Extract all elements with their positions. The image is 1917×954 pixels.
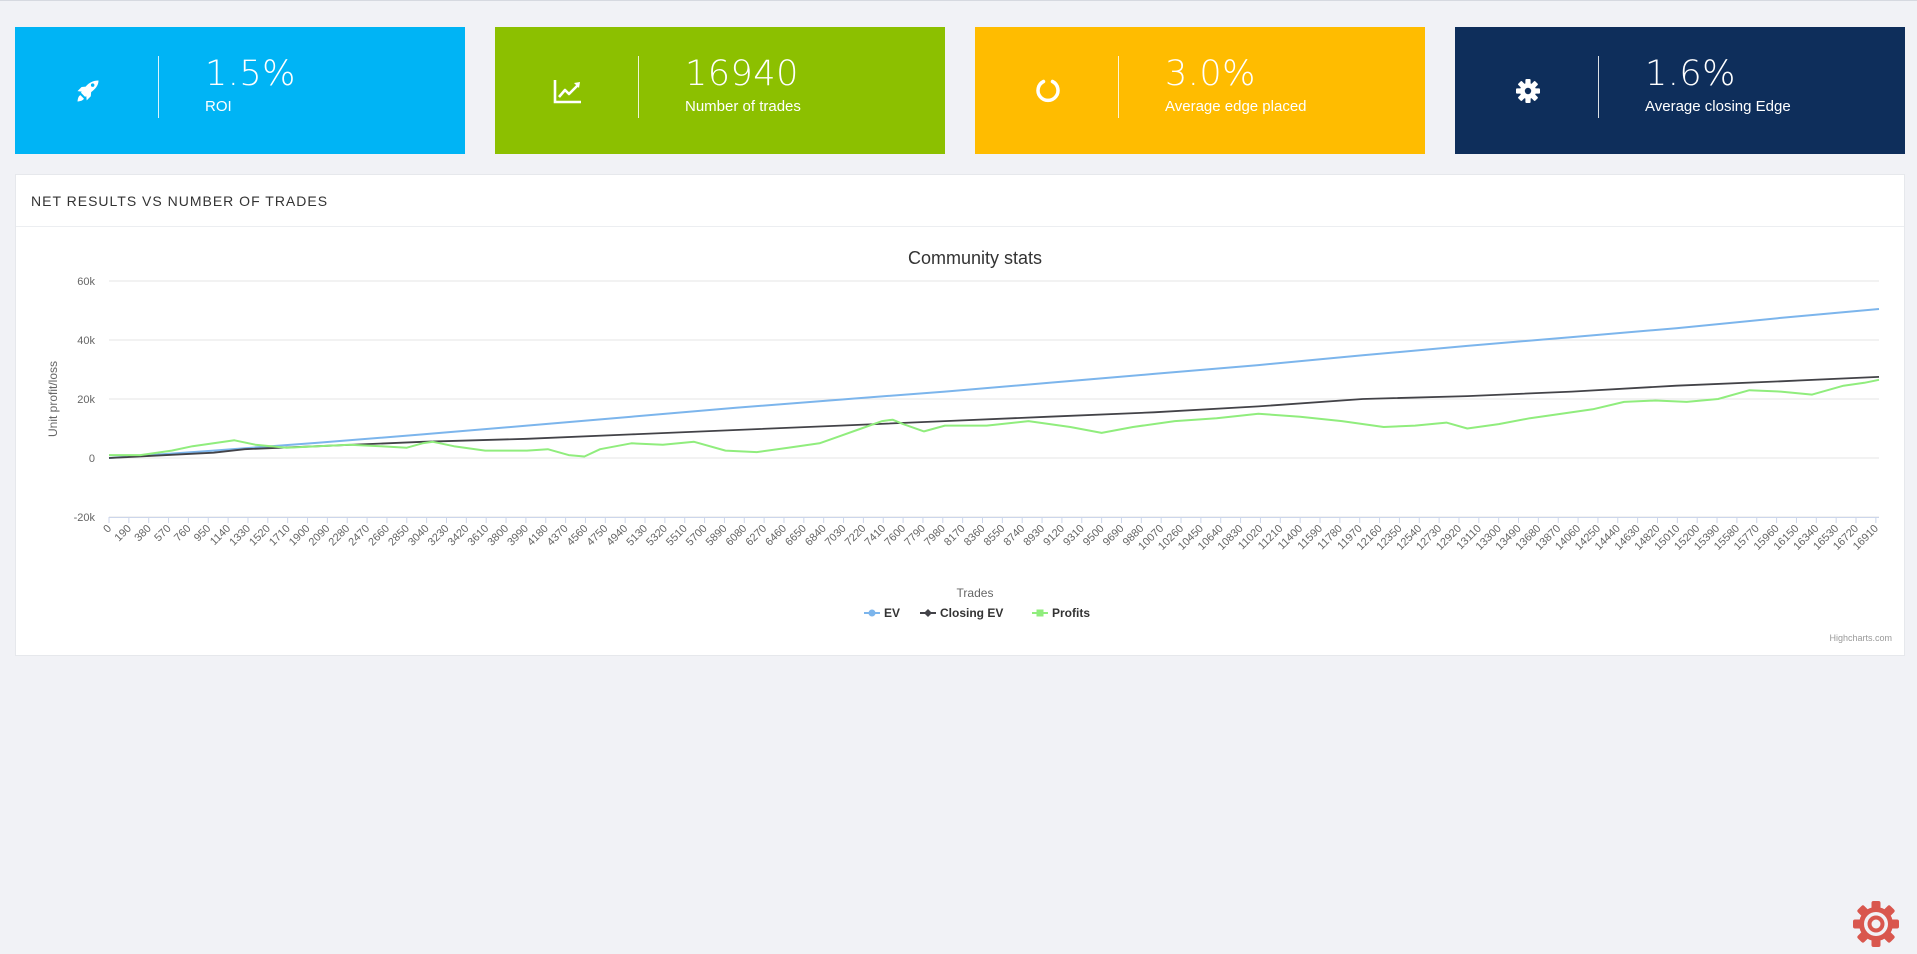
x-tick-label: 4370 bbox=[545, 523, 571, 549]
legend-item-label[interactable]: Closing EV bbox=[940, 606, 1003, 620]
y-tick-label: 0 bbox=[89, 453, 95, 465]
closing-edge-value: 1.6% bbox=[1645, 54, 1736, 94]
stat-card-edge-placed: 3.0% Average edge placed bbox=[975, 27, 1425, 154]
roi-value: 1.5% bbox=[205, 54, 296, 94]
x-tick-label: 7030 bbox=[823, 523, 849, 549]
x-tick-label: 4560 bbox=[565, 523, 591, 549]
edge-placed-value: 3.0% bbox=[1165, 54, 1256, 94]
gear-icon bbox=[1853, 901, 1899, 947]
x-tick-label: 3230 bbox=[426, 523, 452, 549]
x-tick-label: 1900 bbox=[287, 523, 313, 549]
card-divider bbox=[638, 56, 639, 118]
card-divider bbox=[1118, 56, 1119, 118]
x-tick-label: 3990 bbox=[505, 523, 531, 549]
x-tick-label: 5890 bbox=[704, 523, 730, 549]
x-tick-label: 4750 bbox=[585, 523, 611, 549]
legend-marker[interactable] bbox=[868, 609, 876, 617]
x-tick-label: 9310 bbox=[1061, 523, 1087, 549]
x-tick-label: 7410 bbox=[863, 523, 889, 549]
x-tick-label: 9120 bbox=[1041, 523, 1067, 549]
x-tick-label: 9690 bbox=[1101, 523, 1127, 549]
x-tick-label: 3420 bbox=[446, 523, 472, 549]
x-tick-label: 5700 bbox=[684, 523, 710, 549]
x-tick-label: 2850 bbox=[386, 523, 412, 549]
closing-edge-label: Average closing Edge bbox=[1645, 98, 1791, 115]
x-tick-label: 2660 bbox=[366, 523, 392, 549]
edge-placed-label: Average edge placed bbox=[1165, 98, 1307, 115]
settings-gear-button[interactable] bbox=[1851, 899, 1901, 949]
x-tick-label: 760 bbox=[172, 523, 193, 544]
card-divider bbox=[158, 56, 159, 118]
community-stats-chart: Community stats-20k020k40k60k01903805707… bbox=[46, 248, 1892, 643]
x-axis-title: Trades bbox=[957, 586, 994, 600]
trades-value: 16940 bbox=[685, 54, 799, 94]
card-divider bbox=[1598, 56, 1599, 118]
chart-line-icon bbox=[495, 27, 640, 154]
x-tick-label: 4940 bbox=[604, 523, 630, 549]
x-tick-label: 8930 bbox=[1021, 523, 1047, 549]
x-tick-label: 5130 bbox=[624, 523, 650, 549]
x-tick-label: 2280 bbox=[327, 523, 353, 549]
legend-item-label[interactable]: EV bbox=[884, 606, 900, 620]
panel-title: NET RESULTS VS NUMBER OF TRADES bbox=[16, 175, 1904, 227]
legend-item-label[interactable]: Profits bbox=[1052, 606, 1090, 620]
results-panel: NET RESULTS VS NUMBER OF TRADES Communit… bbox=[15, 174, 1905, 656]
legend-marker[interactable] bbox=[924, 609, 932, 617]
x-tick-label: 7790 bbox=[902, 523, 928, 549]
x-tick-label: 6650 bbox=[783, 523, 809, 549]
x-tick-label: 5320 bbox=[644, 523, 670, 549]
x-tick-label: 190 bbox=[113, 523, 134, 544]
x-tick-label: 8170 bbox=[942, 523, 968, 549]
x-tick-label: 9500 bbox=[1081, 523, 1107, 549]
x-tick-label: 1520 bbox=[247, 523, 273, 549]
stat-card-roi: 1.5% ROI bbox=[15, 27, 465, 154]
x-tick-label: 4180 bbox=[525, 523, 551, 549]
series-line-ev bbox=[108, 308, 1880, 459]
x-tick-label: 6460 bbox=[763, 523, 789, 549]
gear-icon bbox=[1455, 27, 1600, 154]
rocket-icon bbox=[15, 27, 160, 154]
stat-cards: 1.5% ROI 16940 Number of trades 3.0% Ave… bbox=[15, 27, 1905, 154]
x-tick-label: 1140 bbox=[208, 523, 233, 548]
highcharts-credit: Highcharts.com bbox=[1829, 633, 1892, 643]
y-axis-title: Unit profit/loss bbox=[46, 361, 60, 437]
chart-title: Community stats bbox=[908, 248, 1042, 268]
circle-notch-icon bbox=[975, 27, 1120, 154]
trades-label: Number of trades bbox=[685, 98, 801, 115]
x-tick-label: 8360 bbox=[962, 523, 988, 549]
x-tick-label: 8740 bbox=[1002, 523, 1028, 549]
x-tick-label: 7980 bbox=[922, 523, 948, 549]
x-tick-label: 7600 bbox=[882, 523, 908, 549]
x-tick-label: 6840 bbox=[803, 523, 829, 549]
x-tick-label: 3040 bbox=[406, 523, 432, 549]
x-tick-label: 5510 bbox=[664, 523, 690, 549]
stat-card-closing-edge: 1.6% Average closing Edge bbox=[1455, 27, 1905, 154]
series-line-profits bbox=[109, 378, 1880, 458]
x-tick-label: 570 bbox=[152, 523, 173, 544]
x-tick-label: 7220 bbox=[843, 523, 869, 549]
x-tick-label: 3610 bbox=[466, 523, 492, 549]
x-tick-label: 6080 bbox=[724, 523, 750, 549]
legend-marker[interactable] bbox=[1036, 609, 1044, 617]
x-tick-label: 3800 bbox=[485, 523, 511, 549]
x-tick-label: 2470 bbox=[346, 523, 372, 549]
y-tick-label: 20k bbox=[77, 394, 95, 406]
x-tick-label: 8550 bbox=[982, 523, 1008, 549]
y-tick-label: 40k bbox=[77, 335, 95, 347]
x-tick-label: 0 bbox=[101, 523, 114, 536]
x-tick-label: 1330 bbox=[227, 523, 253, 549]
x-tick-label: 1710 bbox=[267, 523, 293, 549]
x-tick-label: 380 bbox=[132, 523, 153, 544]
stat-card-trades: 16940 Number of trades bbox=[495, 27, 945, 154]
roi-label: ROI bbox=[205, 98, 232, 115]
x-tick-label: 6270 bbox=[743, 523, 769, 549]
x-tick-label: 2090 bbox=[307, 523, 333, 549]
y-tick-label: -20k bbox=[74, 512, 96, 524]
y-tick-label: 60k bbox=[77, 276, 95, 288]
